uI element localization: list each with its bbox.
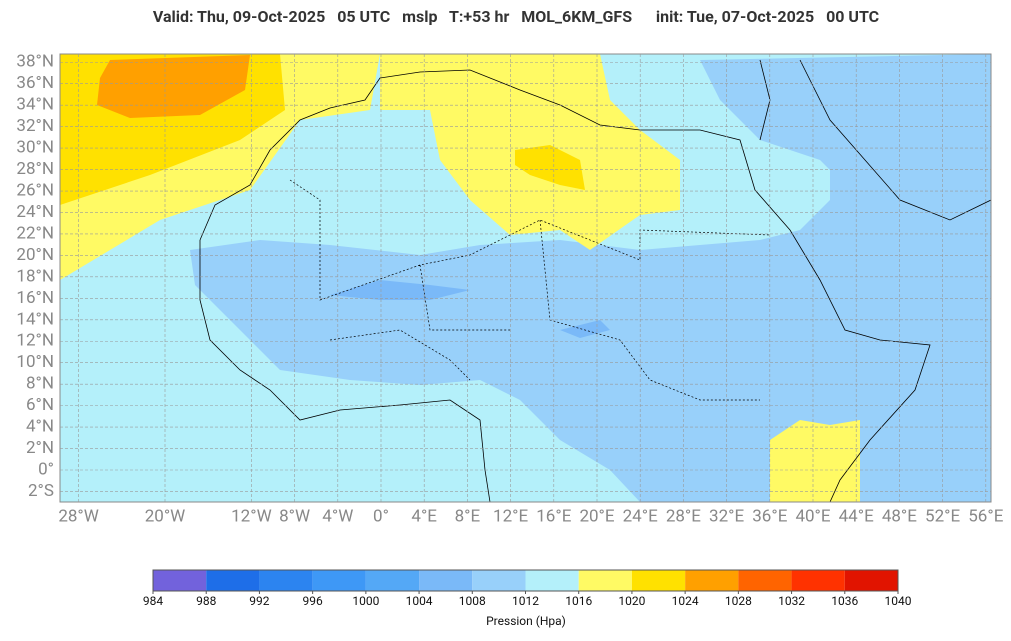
colorbar-tick-label: 1000 bbox=[352, 594, 379, 608]
lat-label: 2°S bbox=[28, 481, 54, 501]
graticule bbox=[60, 54, 991, 502]
colorbar-tick-label: 1004 bbox=[406, 594, 433, 608]
lon-label: 36°E bbox=[752, 506, 787, 526]
colorbar-swatch bbox=[312, 570, 366, 591]
title: Valid: Thu, 09-Oct-2025 05 UTC mslp T:+5… bbox=[153, 7, 879, 26]
colorbar-swatch bbox=[631, 570, 686, 591]
colorbar-tick-label: 1012 bbox=[512, 594, 539, 608]
colorbar-label: Pression (Hpa) bbox=[486, 614, 566, 628]
lon-label: 28°E bbox=[666, 506, 701, 526]
colorbar-tick-label: 988 bbox=[196, 594, 216, 608]
colorbar-swatch bbox=[844, 570, 898, 591]
axis-labels: 38°N36°N34°N32°N30°N28°N26°N24°N22°N20°N… bbox=[16, 52, 1003, 527]
lon-label: 24°E bbox=[623, 506, 658, 526]
lat-label: 20°N bbox=[16, 245, 54, 265]
lat-label: 26°N bbox=[16, 181, 54, 201]
map-frame bbox=[59, 53, 992, 503]
lat-label: 8°N bbox=[26, 374, 54, 394]
lat-label: 34°N bbox=[16, 95, 54, 115]
colorbar-tick-label: 1024 bbox=[672, 594, 699, 608]
lon-label: 44°E bbox=[839, 506, 874, 526]
lon-label: 4°E bbox=[411, 506, 437, 526]
colorbar-swatch bbox=[578, 570, 632, 591]
lat-label: 30°N bbox=[16, 138, 54, 158]
lon-label: 4°W bbox=[322, 506, 353, 526]
lon-label: 56°E bbox=[968, 506, 1003, 526]
colorbar-swatch bbox=[259, 570, 313, 591]
colorbar: 984 988 992 996 1000 1004 1008 1012 1016 1020 1024… bbox=[143, 569, 912, 628]
lon-label: 8°W bbox=[279, 506, 310, 526]
colorbar-tick-label: 1020 bbox=[618, 594, 645, 608]
lon-label: 28°W bbox=[58, 506, 99, 526]
lat-label: 16°N bbox=[16, 288, 54, 308]
colorbar-swatch bbox=[365, 570, 420, 591]
lon-label: 20°E bbox=[579, 506, 614, 526]
lat-label: 28°N bbox=[16, 159, 54, 179]
lat-label: 14°N bbox=[16, 309, 54, 329]
lat-label: 2°N bbox=[26, 438, 54, 458]
colorbar-tick-label: 984 bbox=[143, 594, 163, 608]
colorbar-tick-label: 1016 bbox=[565, 594, 592, 608]
colorbar-swatch bbox=[525, 570, 579, 591]
lon-label: 12°E bbox=[493, 506, 528, 526]
colorbar-swatch bbox=[206, 570, 260, 591]
colorbar-swatch bbox=[472, 570, 526, 591]
map-field bbox=[60, 54, 991, 502]
lon-label: 52°E bbox=[925, 506, 960, 526]
colorbar-tick-label: 1008 bbox=[459, 594, 486, 608]
colorbar-tick-label: 992 bbox=[249, 594, 269, 608]
lat-label: 0° bbox=[38, 459, 54, 479]
colorbar-swatch bbox=[419, 570, 473, 591]
colorbar-swatch bbox=[153, 570, 207, 591]
lat-label: 6°N bbox=[26, 395, 54, 415]
colorbar-tick-label: 1028 bbox=[725, 594, 752, 608]
lat-label: 32°N bbox=[16, 116, 54, 136]
lon-label: 48°E bbox=[882, 506, 917, 526]
colorbar-swatch bbox=[791, 570, 845, 591]
colorbar-swatch bbox=[738, 570, 792, 591]
lon-label: 32°E bbox=[709, 506, 744, 526]
colorbar-tick-label: 996 bbox=[303, 594, 323, 608]
colorbar-tick-label: 1032 bbox=[778, 594, 805, 608]
lon-label: 16°E bbox=[536, 506, 571, 526]
lon-label: 8°E bbox=[455, 506, 481, 526]
colorbar-tick-label: 1040 bbox=[885, 594, 912, 608]
lat-label: 4°N bbox=[26, 417, 54, 437]
colorbar-tick-label: 1036 bbox=[831, 594, 858, 608]
lat-label: 18°N bbox=[16, 266, 54, 286]
lat-label: 10°N bbox=[16, 352, 54, 372]
colorbar-swatch bbox=[685, 570, 739, 591]
lat-label: 22°N bbox=[16, 223, 54, 243]
lat-label: 36°N bbox=[16, 73, 54, 93]
lon-label: 40°E bbox=[795, 506, 830, 526]
lon-label: 12°W bbox=[231, 506, 272, 526]
lat-label: 12°N bbox=[16, 331, 54, 351]
lat-label: 38°N bbox=[16, 52, 54, 72]
lon-label: 0° bbox=[373, 506, 389, 526]
lon-label: 20°W bbox=[145, 506, 186, 526]
lat-label: 24°N bbox=[16, 202, 54, 222]
